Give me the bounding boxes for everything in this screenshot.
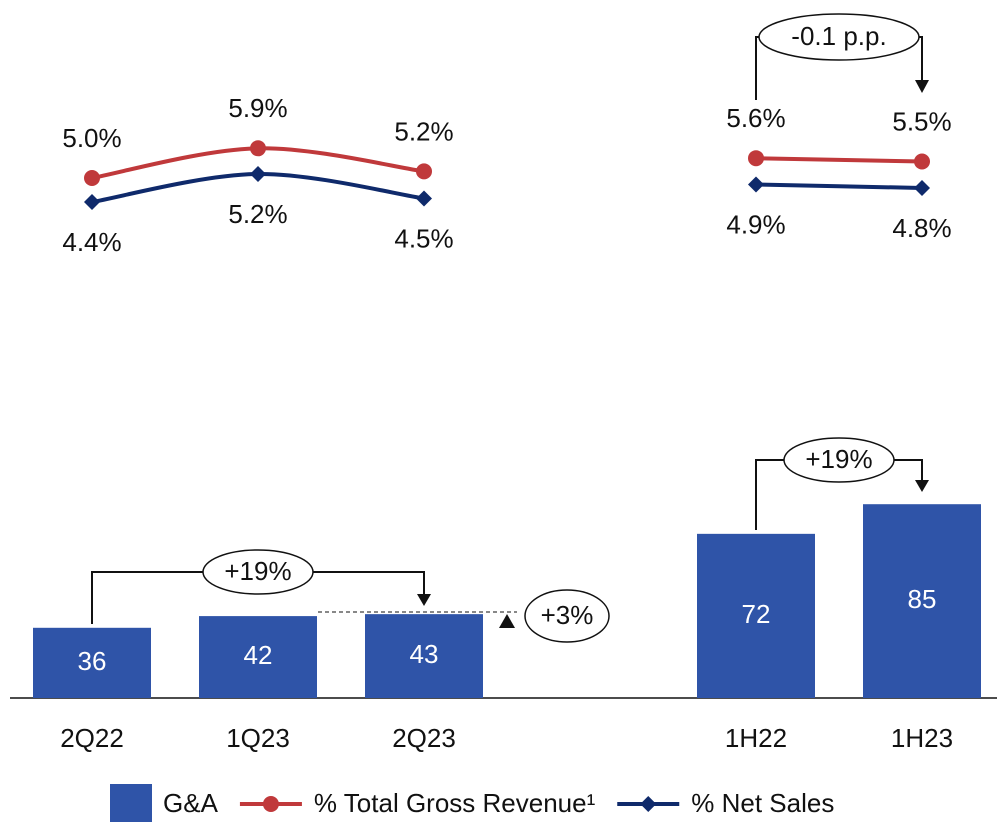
value-label: 5.2% <box>394 116 453 146</box>
annotation-oval <box>783 437 895 483</box>
annotation-oval <box>202 549 314 595</box>
marker <box>748 176 764 193</box>
bar-label: 72 <box>742 599 771 629</box>
marker <box>84 170 100 186</box>
arrow <box>915 80 929 93</box>
value-label: 4.5% <box>394 223 453 253</box>
marker <box>748 150 764 167</box>
annotation: -0.1 p.p. <box>791 21 886 51</box>
marker <box>416 163 432 180</box>
annotation-oval <box>524 589 610 643</box>
arrow <box>499 614 515 628</box>
legend-label: % Net Sales <box>691 788 834 818</box>
bar-label: 85 <box>908 584 937 614</box>
value-label: 4.9% <box>726 209 785 239</box>
line <box>755 156 923 164</box>
bar-label: 42 <box>244 640 273 670</box>
bar <box>365 614 483 698</box>
x-tick-label: 2Q22 <box>60 723 124 753</box>
value-label: 5.2% <box>228 199 287 229</box>
x-tick-label: 1Q23 <box>226 723 290 753</box>
bar <box>697 533 815 698</box>
annotation: +3% <box>541 600 594 630</box>
bar <box>33 627 151 698</box>
annotation-oval <box>758 13 920 61</box>
legend-marker <box>640 796 657 812</box>
x-tick-label: 1H23 <box>891 723 953 753</box>
value-label: 5.9% <box>228 93 287 123</box>
annotation: +19% <box>224 556 291 586</box>
legend-marker <box>262 796 279 812</box>
bar <box>863 504 981 698</box>
marker <box>416 190 432 207</box>
marker <box>250 166 266 182</box>
bracket <box>755 459 923 530</box>
x-tick-label: 2Q23 <box>392 723 456 753</box>
arrow <box>915 480 929 492</box>
bar <box>199 616 317 698</box>
marker <box>84 194 100 210</box>
line <box>755 182 923 190</box>
marker <box>914 153 930 170</box>
value-label: 5.5% <box>892 106 951 136</box>
marker <box>250 140 266 157</box>
arrow <box>417 594 431 606</box>
bar-label: 36 <box>78 646 107 676</box>
bar-label: 43 <box>410 639 439 669</box>
annotation: +19% <box>805 444 872 474</box>
legend-swatch <box>110 784 152 822</box>
legend-label: G&A <box>163 788 219 818</box>
value-label: 5.6% <box>726 103 785 133</box>
value-label: 5.0% <box>62 123 121 153</box>
bracket <box>91 571 425 624</box>
legend-label: % Total Gross Revenue¹ <box>314 788 596 818</box>
value-label: 4.8% <box>892 213 951 243</box>
marker <box>914 180 930 196</box>
x-tick-label: 1H22 <box>725 723 787 753</box>
value-label: 4.4% <box>62 227 121 257</box>
